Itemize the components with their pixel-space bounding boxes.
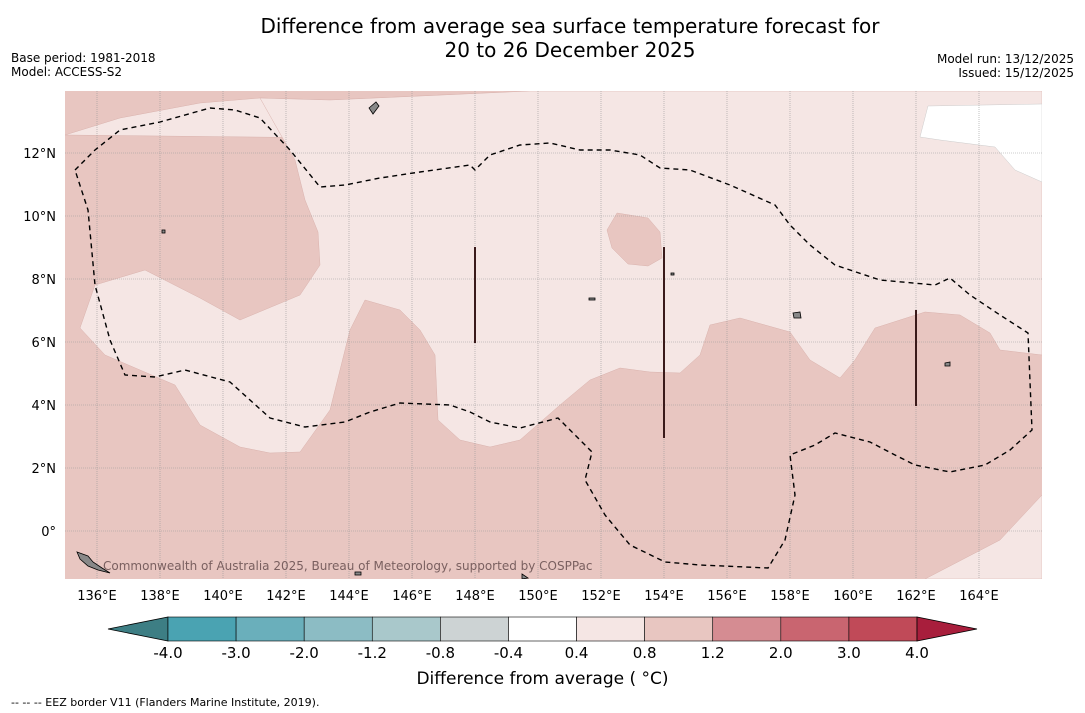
colorbar-tick: 1.2	[701, 644, 725, 662]
colorbar-low-extend	[107, 616, 169, 642]
lon-label: 156°E	[707, 589, 747, 604]
colorbar-segment	[235, 616, 305, 642]
colorbar-high-extend	[916, 616, 978, 642]
meta-right: Model run: 13/12/2025 Issued: 15/12/2025	[937, 52, 1074, 80]
colorbar-tick: -4.0	[153, 644, 182, 662]
colorbar-segment	[712, 616, 782, 642]
lon-label: 148°E	[455, 589, 495, 604]
lon-label: 142°E	[266, 589, 306, 604]
land-islands	[76, 101, 951, 579]
lat-label: 10°N	[23, 210, 56, 225]
title-line-2: 20 to 26 December 2025	[444, 38, 696, 62]
anomaly-region-0-4-0-8-southeast	[924, 494, 1042, 579]
colorbar-tick: 0.8	[633, 644, 657, 662]
colorbar-segment	[508, 616, 577, 642]
colorbar: -4.0 -3.0 -2.0 -1.2 -0.8 -0.4 0.4 0.8 1.2 2.0 3.0 4…	[107, 616, 978, 662]
colorbar-tick: -0.8	[426, 644, 455, 662]
graticule	[65, 91, 1042, 579]
colorbar-segment	[644, 616, 714, 642]
map-title: Difference from average sea surface temp…	[0, 14, 1085, 62]
anomaly-patch-0-8-1-2	[606, 212, 663, 267]
colorbar-segment	[440, 616, 509, 642]
lon-label: 144°E	[329, 589, 369, 604]
colorbar-segment	[167, 616, 237, 642]
island-new-guinea-tip	[76, 551, 111, 574]
colorbar-segment	[848, 616, 918, 642]
lon-label: 146°E	[392, 589, 432, 604]
lat-label: 0°	[41, 525, 56, 540]
model-run: Model run: 13/12/2025	[936, 52, 1074, 66]
lat-label: 2°N	[32, 462, 57, 477]
map-area: Commonwealth of Australia 2025, Bureau o…	[65, 91, 1042, 579]
anomaly-region-neutral	[919, 103, 1042, 183]
lon-label: 160°E	[833, 589, 873, 604]
colorbar-tick: -0.4	[494, 644, 523, 662]
title-line-1: Difference from average sea surface temp…	[260, 14, 880, 38]
colorbar-tick: -1.2	[358, 644, 387, 662]
colorbar-segment	[780, 616, 850, 642]
longitude-axis: 136°E 138°E 140°E 142°E 144°E 146°E 148°E 150°E…	[77, 589, 999, 604]
lat-label: 8°N	[32, 273, 57, 288]
lon-label: 162°E	[896, 589, 936, 604]
lat-label: 12°N	[23, 147, 56, 162]
lon-label: 164°E	[959, 589, 999, 604]
lon-label: 138°E	[140, 589, 180, 604]
colorbar-segment	[371, 616, 441, 642]
island-kosrae	[944, 361, 951, 367]
colorbar-tick: 2.0	[769, 644, 793, 662]
lat-label: 6°N	[32, 336, 57, 351]
island-south-central	[521, 573, 530, 579]
colorbar-tick: -2.0	[290, 644, 319, 662]
meta-left: Base period: 1981-2018 Model: ACCESS-S2	[11, 51, 156, 79]
issued-date: Issued: 15/12/2025	[958, 66, 1074, 80]
colorbar-tick: -3.0	[221, 644, 250, 662]
island-atoll-1	[161, 229, 166, 234]
lon-label: 152°E	[581, 589, 621, 604]
credit-text: Commonwealth of Australia 2025, Bureau o…	[103, 559, 593, 573]
lon-label: 154°E	[644, 589, 684, 604]
lon-label: 136°E	[77, 589, 117, 604]
lon-label: 158°E	[770, 589, 810, 604]
base-period: Base period: 1981-2018	[11, 51, 156, 65]
model-name: Model: ACCESS-S2	[11, 65, 123, 79]
lon-label: 140°E	[203, 589, 243, 604]
lon-label: 150°E	[518, 589, 558, 604]
anomaly-region-0-4-0-8-main	[79, 91, 1042, 454]
colorbar-tick: 0.4	[565, 644, 589, 662]
island-pohnpei	[792, 311, 802, 319]
lat-label: 4°N	[32, 399, 57, 414]
colorbar-segment	[576, 616, 645, 642]
colorbar-tick: 4.0	[905, 644, 929, 662]
eez-legend: -- -- -- EEZ border V11 (Flanders Marine…	[11, 696, 320, 709]
island-north-west	[368, 101, 380, 115]
island-atoll-4	[354, 571, 362, 576]
eez-border-north	[74, 107, 1033, 569]
colorbar-label: Difference from average ( °C)	[416, 669, 669, 689]
colorbar-tick: 3.0	[837, 644, 861, 662]
island-atoll-2	[588, 297, 596, 301]
latitude-axis: 12°N 10°N 8°N 6°N 4°N 2°N 0°	[23, 147, 56, 540]
colorbar-segment	[303, 616, 373, 642]
island-atoll-3	[670, 272, 675, 276]
